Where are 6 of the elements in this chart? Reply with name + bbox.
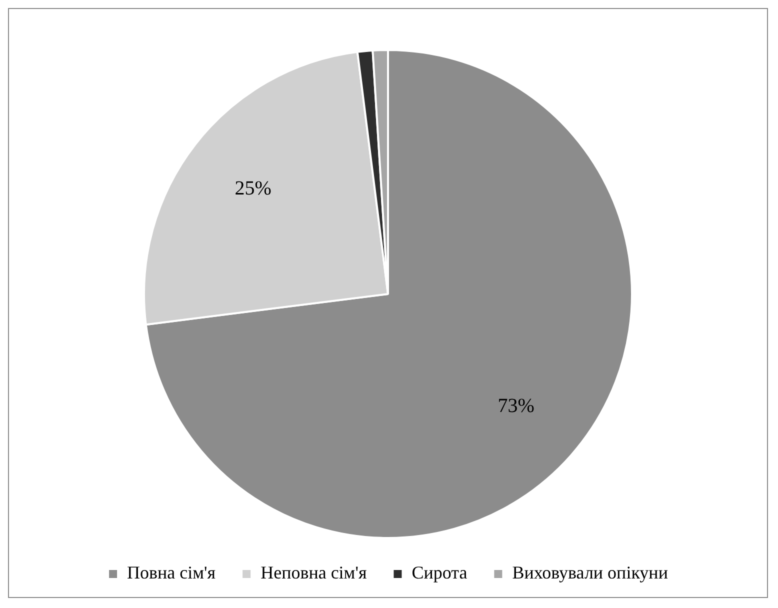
data-label: 73% [498, 395, 534, 418]
legend-label: Виховували опікуни [512, 562, 668, 583]
legend-label: Сирота [412, 562, 468, 583]
legend-label: Повна сім'я [127, 562, 216, 583]
legend-label: Неповна сім'я [260, 562, 367, 583]
data-label: 25% [234, 178, 272, 200]
